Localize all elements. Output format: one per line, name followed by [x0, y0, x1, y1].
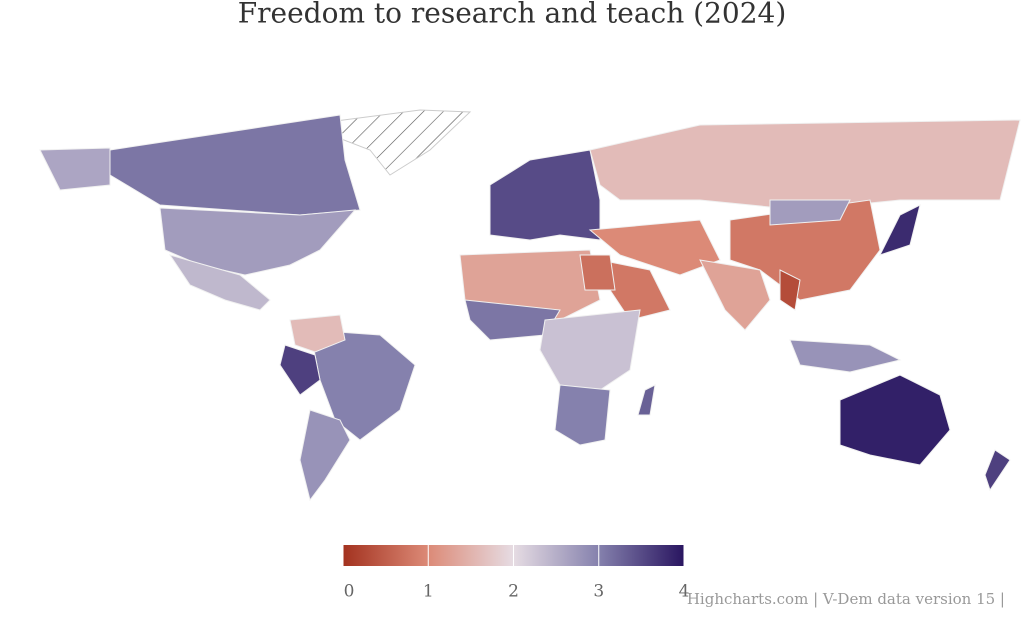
country — [729, 199, 881, 301]
country — [554, 384, 611, 446]
country — [539, 309, 641, 391]
country — [39, 147, 111, 191]
country — [879, 204, 921, 256]
country — [779, 269, 801, 311]
country — [588, 219, 721, 276]
country — [109, 114, 361, 216]
color-axis-label: 2 — [508, 582, 519, 602]
color-axis-label: 4 — [679, 582, 690, 602]
country — [168, 254, 271, 311]
country — [589, 119, 1021, 211]
color-axis-label: 1 — [423, 582, 434, 602]
no-data-country — [304, 109, 472, 176]
country — [279, 344, 321, 396]
color-axis-label: 3 — [593, 582, 604, 602]
country — [489, 149, 601, 241]
country — [637, 384, 656, 416]
country — [299, 409, 351, 502]
country — [984, 449, 1011, 492]
country — [309, 329, 416, 441]
color-axis-label: 0 — [344, 582, 355, 602]
country — [159, 207, 357, 276]
country — [789, 339, 902, 373]
country — [289, 314, 346, 353]
color-axis: 0 1 2 3 4 — [342, 545, 690, 602]
chart-title: Freedom to research and teach (2024) — [238, 0, 787, 30]
country — [579, 254, 616, 291]
country — [839, 374, 951, 466]
country — [769, 199, 851, 226]
countries — [39, 109, 1021, 502]
country — [699, 259, 771, 331]
credits: Highcharts.com | V-Dem data version 15 | — [687, 590, 1005, 608]
country — [464, 299, 561, 341]
